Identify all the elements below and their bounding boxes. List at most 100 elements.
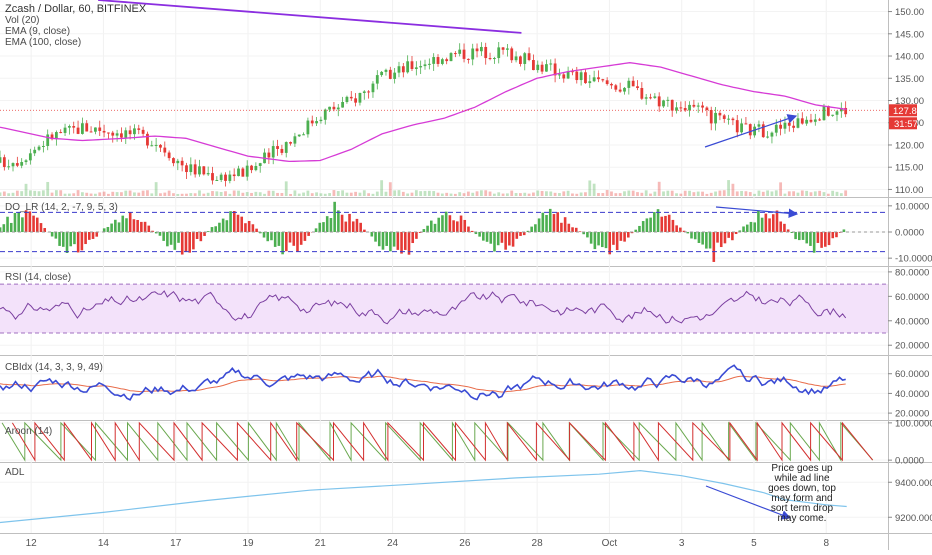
volume-bar: [380, 180, 383, 196]
volume-bar: [228, 194, 231, 196]
candle-body: [515, 56, 518, 60]
candle-body: [688, 105, 691, 110]
volume-bar: [792, 191, 795, 196]
candle-body: [814, 119, 817, 121]
do-lr-bar: [25, 210, 28, 232]
do-lr-bar: [601, 232, 604, 247]
volume-bar: [198, 190, 201, 196]
volume-bar: [68, 194, 71, 196]
do-lr-bar: [542, 213, 545, 232]
candle-body: [493, 58, 496, 59]
candle-body: [133, 128, 136, 134]
volume-bar: [398, 190, 401, 196]
volume-bar: [29, 190, 32, 196]
do-lr-bar: [330, 218, 333, 232]
volume-bar: [163, 193, 166, 196]
do-lr-bar: [489, 232, 492, 244]
do-lr-bar: [51, 232, 54, 236]
cbidx-title: CBIdx (14, 3, 3, 9, 49): [5, 362, 103, 373]
main-legend: Zcash / Dollar, 60, BITFINEX Vol (20) EM…: [5, 4, 146, 48]
do-lr-bar: [616, 232, 619, 250]
y-tick-label: 0.0000: [895, 456, 924, 467]
candle-body: [168, 153, 171, 159]
rsi-title: RSI (14, close): [5, 272, 71, 283]
x-tick-label: 26: [459, 538, 471, 549]
do-lr-bar: [244, 223, 247, 232]
volume-bar: [749, 192, 752, 196]
candle-body: [467, 59, 470, 60]
candle-body: [272, 146, 275, 157]
volume-bar: [402, 192, 405, 196]
volume-bar: [98, 192, 101, 196]
candle-body: [458, 50, 461, 54]
do-lr-bar: [575, 228, 578, 232]
do-lr-bar: [188, 232, 191, 253]
candle-body: [367, 91, 370, 92]
volume-bar: [59, 190, 62, 196]
candle-body: [33, 150, 36, 153]
volume-bar: [601, 193, 604, 196]
volume-bar: [597, 193, 600, 196]
candle-body: [211, 173, 214, 180]
volume-bar: [237, 191, 240, 196]
volume-bar: [723, 190, 726, 196]
candle-body: [64, 128, 67, 133]
volume-bar: [758, 191, 761, 196]
do-lr-bar: [159, 232, 162, 236]
do-lr-bar: [627, 232, 630, 238]
candle-body: [185, 165, 188, 172]
candle-body: [718, 113, 721, 115]
do-lr-bar: [597, 232, 600, 245]
volume-bar: [510, 191, 513, 196]
volume-bar: [103, 192, 106, 196]
do-lr-bar: [538, 218, 541, 232]
candle-body: [3, 157, 6, 167]
do-lr-bar: [3, 224, 6, 232]
candle-body: [363, 91, 366, 93]
do-lr-bar: [252, 224, 255, 232]
chart-title: Zcash / Dollar, 60, BITFINEX: [5, 4, 146, 15]
candle-body: [354, 98, 357, 102]
do-lr-bar: [374, 232, 377, 242]
do-lr-bar: [623, 232, 626, 242]
do-lr-bar: [504, 232, 507, 250]
candle-body: [280, 149, 283, 153]
candle-body: [72, 126, 75, 128]
candle-body: [120, 133, 123, 137]
volume-bar: [415, 190, 418, 196]
candle-body: [732, 119, 735, 120]
volume-bar: [42, 190, 45, 196]
do-lr-bar: [371, 232, 374, 236]
volume-bar: [3, 192, 6, 196]
volume-bar: [623, 191, 626, 196]
do-lr-bar: [508, 232, 511, 246]
do-lr-bar: [207, 231, 210, 232]
volume-bar: [142, 191, 145, 196]
volume-bar: [814, 191, 817, 196]
do-lr-bar: [17, 212, 20, 232]
do-lr-bar: [40, 223, 43, 232]
volume-bar: [801, 190, 804, 196]
do-lr-bar: [642, 221, 645, 232]
do-lr-bar: [114, 220, 117, 232]
legend-ema-fast: EMA (9, close): [5, 26, 146, 37]
do-lr-bar: [620, 232, 623, 241]
do-lr-bar: [649, 218, 652, 232]
do-lr-bar: [835, 232, 838, 237]
candle-body: [233, 175, 236, 177]
candle-body: [372, 84, 375, 93]
candle-body: [623, 88, 626, 92]
volume-bar: [194, 193, 197, 196]
volume-bar: [705, 194, 708, 196]
do-lr-bar: [121, 216, 124, 232]
volume-bar: [72, 193, 75, 196]
do-lr-bar: [553, 214, 556, 232]
volume-bar: [293, 190, 296, 196]
volume-bar: [354, 192, 357, 196]
do-lr-bar: [776, 211, 779, 232]
candle-body: [46, 134, 49, 146]
volume-bar: [619, 193, 622, 196]
candle-body: [701, 106, 704, 108]
candle-body: [640, 88, 643, 99]
volume-bar: [771, 191, 774, 196]
